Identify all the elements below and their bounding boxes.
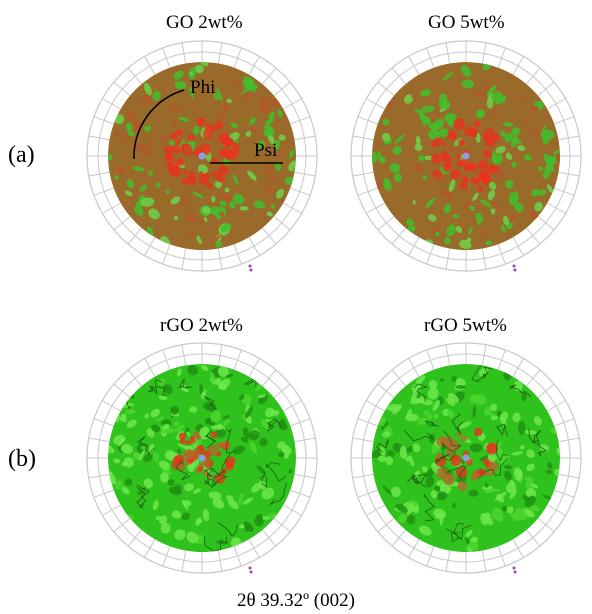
- pole-figure-rgo-2wt: [84, 340, 320, 576]
- figure-caption: 2θ 39.32º (002): [0, 590, 592, 612]
- row-label-a: (a): [8, 142, 35, 169]
- panel-title-rgo-5wt: rGO 5wt%: [424, 315, 507, 337]
- panel-title-go-5wt: GO 5wt%: [428, 12, 505, 34]
- pole-figure-go-2wt: Phi Psi: [84, 38, 320, 274]
- psi-label: Psi: [254, 140, 277, 161]
- panel-title-rgo-2wt: rGO 2wt%: [160, 315, 243, 337]
- pole-figure-rgo-5wt: [348, 340, 584, 576]
- pole-figure-go-5wt: [348, 38, 584, 274]
- phi-label: Phi: [190, 77, 215, 98]
- row-label-b: (b): [8, 446, 36, 473]
- panel-title-go-2wt: GO 2wt%: [166, 12, 243, 34]
